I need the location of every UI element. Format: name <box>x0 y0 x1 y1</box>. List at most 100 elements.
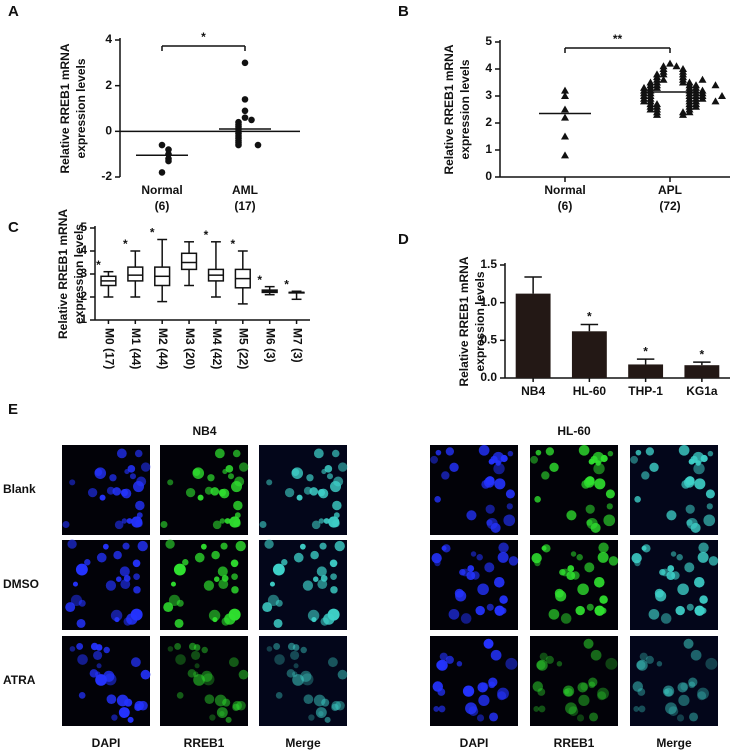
cell-nucleus <box>455 590 467 602</box>
y-axis-label: expression levels <box>473 271 487 371</box>
cell-nucleus <box>641 471 650 480</box>
cell-nucleus <box>234 476 245 487</box>
cell-nucleus <box>327 657 338 668</box>
y-tick-label: 0.0 <box>480 370 497 384</box>
cell-nucleus <box>665 702 677 715</box>
cell-nucleus <box>648 608 660 620</box>
cell-nucleus <box>445 447 455 456</box>
cell-nucleus <box>275 599 283 607</box>
cell-nucleus <box>319 542 327 550</box>
treatment-label: Blank <box>3 482 36 496</box>
cell-nucleus <box>163 602 174 613</box>
cell-nucleus <box>201 670 213 682</box>
cell-nucleus <box>93 650 103 660</box>
cell-nucleus <box>211 550 220 560</box>
cell-nucleus <box>638 705 646 713</box>
cell-nucleus <box>536 659 548 671</box>
cell-nucleus <box>571 571 580 580</box>
cell-nucleus <box>96 552 107 563</box>
cell-nucleus <box>639 652 648 661</box>
cell-nucleus <box>225 465 234 473</box>
cell-nucleus <box>221 575 229 582</box>
data-point <box>561 132 569 140</box>
cell-nucleus <box>688 677 698 687</box>
cell-nucleus <box>134 449 143 458</box>
cell-nucleus <box>272 563 285 576</box>
cell-nucleus <box>207 474 215 482</box>
cell-nucleus <box>678 444 690 456</box>
cell-nucleus <box>160 520 168 529</box>
cell-nucleus <box>632 681 644 692</box>
treatment-label: DMSO <box>3 577 39 591</box>
cell-nucleus <box>209 714 216 721</box>
cell-nucleus <box>598 542 609 553</box>
cell-nucleus <box>597 551 609 563</box>
cell-nucleus <box>545 655 554 664</box>
cell-nucleus <box>323 518 330 524</box>
cell-nucleus <box>165 539 175 549</box>
cell-nucleus <box>123 575 131 582</box>
cell-nucleus <box>438 705 446 713</box>
cell-nucleus <box>661 568 670 577</box>
cell-nucleus <box>116 576 122 582</box>
cell-nucleus <box>287 642 296 651</box>
cell-nucleus <box>300 646 307 654</box>
cell-nucleus <box>635 449 642 456</box>
cell-nucleus <box>675 605 685 616</box>
cell-nucleus <box>489 712 499 722</box>
cell-nucleus <box>286 669 296 678</box>
data-point <box>561 151 569 159</box>
cell-nucleus <box>463 688 470 695</box>
cell-nucleus <box>137 540 148 552</box>
data-point <box>561 86 569 94</box>
data-point <box>248 116 255 124</box>
cell-nucleus <box>670 551 677 557</box>
cell-nucleus <box>578 444 590 456</box>
cell-nucleus <box>505 489 515 499</box>
cell-nucleus <box>633 706 640 712</box>
cell-nucleus <box>460 613 472 624</box>
cell-nucleus <box>310 550 319 560</box>
cell-nucleus <box>127 465 136 473</box>
cell-nucleus <box>192 468 201 477</box>
cell-nucleus <box>603 514 616 527</box>
cell-nucleus <box>94 468 103 477</box>
cell-nucleus <box>176 599 184 607</box>
cell-nucleus <box>324 465 333 473</box>
cell-nucleus <box>548 608 560 620</box>
cell-nucleus <box>72 581 78 587</box>
cell-nucleus <box>306 474 314 482</box>
cell-nucleus <box>499 595 508 604</box>
cell-nucleus <box>676 554 683 561</box>
cell-nucleus <box>293 552 304 563</box>
y-tick-label: 5 <box>80 220 87 234</box>
cell-nucleus <box>483 638 494 649</box>
cell-nucleus <box>490 522 501 533</box>
y-tick-label: 4 <box>80 243 87 257</box>
cell-nucleus <box>597 687 609 700</box>
cell-nucleus <box>202 673 215 686</box>
cell-nucleus <box>568 706 579 716</box>
cell-nucleus <box>231 586 239 594</box>
cell-nucleus <box>683 638 694 649</box>
cell-nucleus <box>506 503 513 510</box>
cell-nucleus <box>116 694 129 707</box>
cell-nucleus <box>705 489 715 499</box>
cell-nucleus <box>106 694 117 705</box>
cell-nucleus <box>645 447 655 456</box>
significance-label: * <box>96 258 101 272</box>
cell-nucleus <box>560 613 572 624</box>
data-point <box>241 107 249 115</box>
y-tick-label: 2 <box>105 78 112 92</box>
cell-nucleus <box>321 698 330 707</box>
cell-nucleus <box>461 568 470 577</box>
cell-nucleus <box>75 563 88 576</box>
cell-nucleus <box>588 681 596 689</box>
cell-nucleus <box>590 649 602 661</box>
significance-label: * <box>257 273 262 287</box>
x-count-label: (17) <box>234 199 255 213</box>
data-point <box>646 105 655 113</box>
cell-nucleus <box>140 462 151 472</box>
cell-nucleus <box>126 613 138 625</box>
